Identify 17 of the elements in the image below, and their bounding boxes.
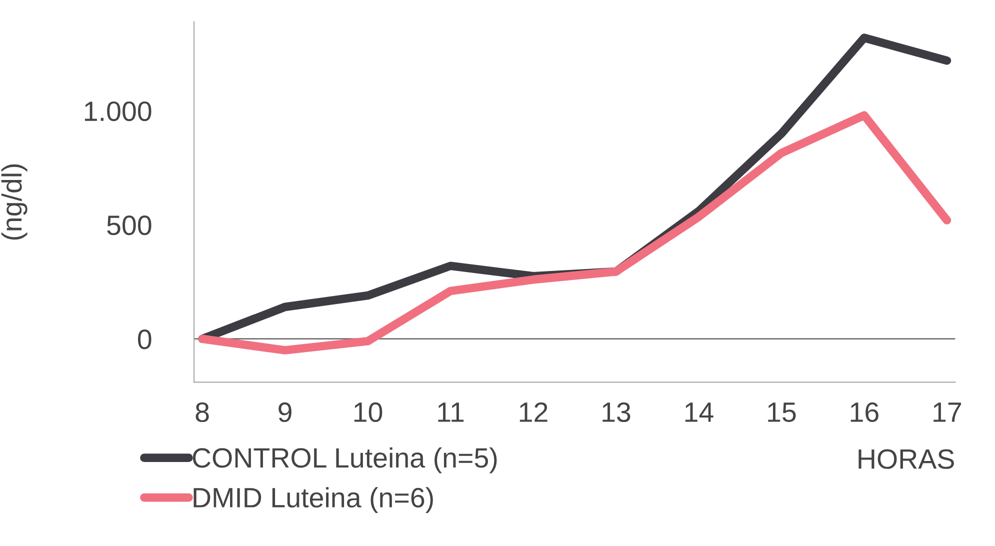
y-tick-label: 1.000: [84, 101, 152, 122]
x-tick-label: 13: [602, 402, 630, 422]
x-tick-label: 10: [354, 402, 382, 422]
x-tick-label: 16: [850, 402, 878, 422]
x-axis-title: HORAS: [858, 449, 954, 469]
y-axis-title: (ng/dl): [1, 164, 28, 240]
y-tick-label: 500: [107, 215, 152, 236]
legend-label: DMID Luteina (n=6): [194, 487, 433, 514]
x-tick-label: 14: [685, 402, 714, 422]
x-tick-label: 8: [196, 402, 209, 422]
x-tick-label: 15: [768, 402, 796, 422]
y-tick-label: 0: [138, 330, 152, 350]
x-tick-label: 9: [278, 402, 292, 422]
x-tick-label: 11: [438, 402, 464, 422]
x-tick-label: 17: [934, 402, 961, 422]
legend-label: CONTROL Luteina (n=5): [192, 447, 497, 474]
x-tick-label: 12: [520, 402, 548, 422]
